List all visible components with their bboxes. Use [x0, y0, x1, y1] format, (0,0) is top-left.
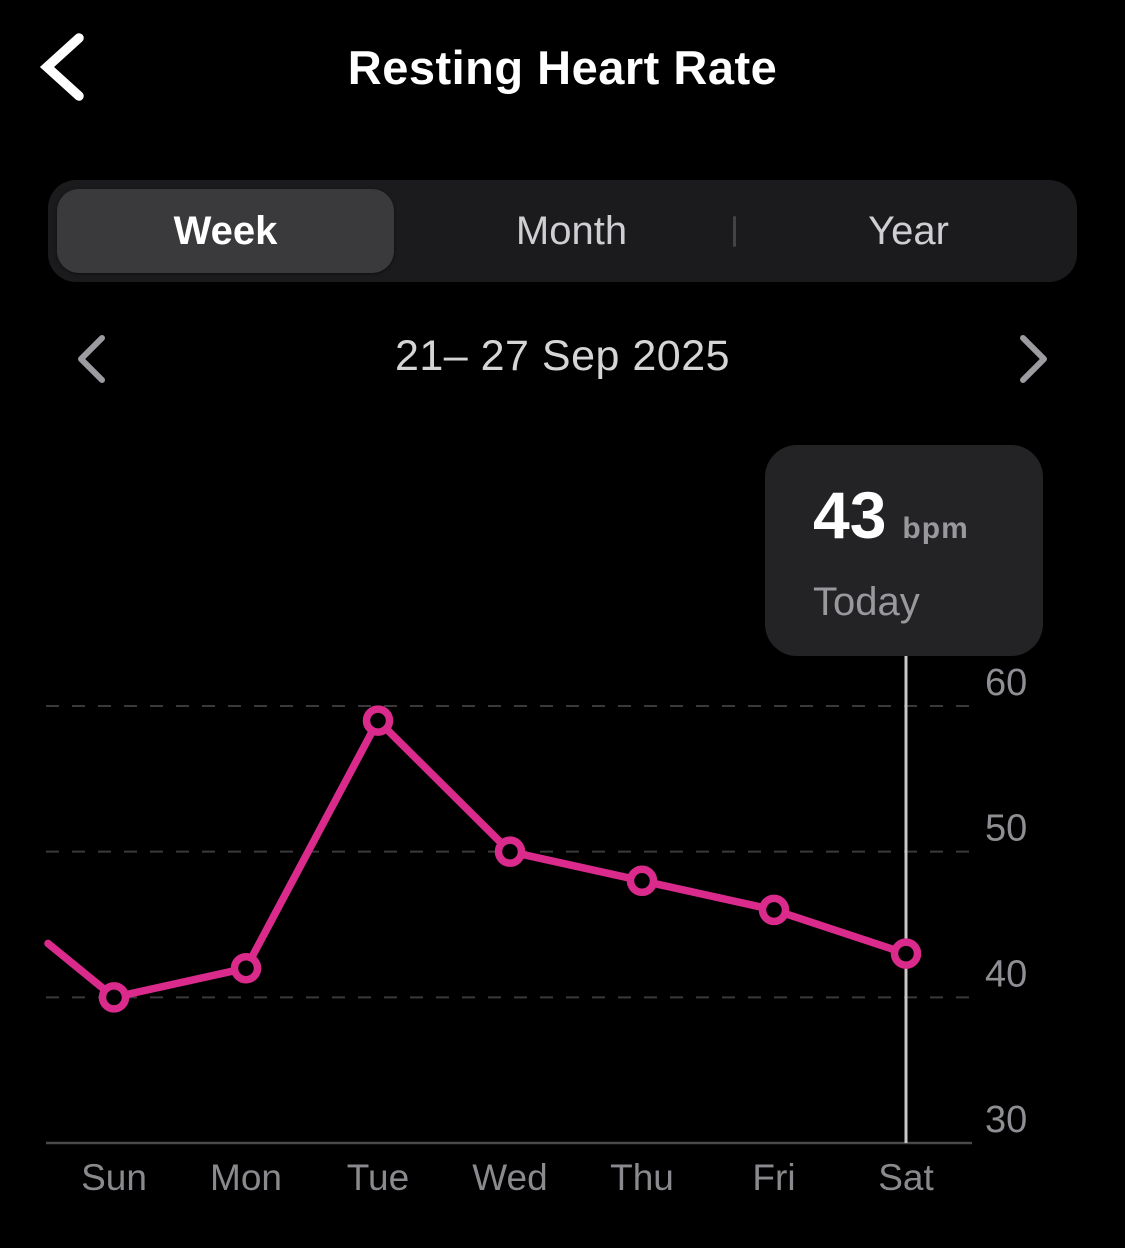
- next-week-button[interactable]: [990, 320, 1080, 400]
- y-tick-label: 50: [985, 808, 1027, 850]
- tab-year[interactable]: Year: [740, 189, 1077, 273]
- tooltip-day-label: Today: [813, 580, 920, 625]
- data-point-marker-sun[interactable]: [98, 982, 130, 1013]
- page-title: Resting Heart Rate: [347, 41, 778, 94]
- date-navigation: 21– 27 Sep 2025: [0, 320, 1125, 400]
- data-point-tooltip: 43 bpm Today: [765, 445, 1043, 656]
- y-tick-label: 40: [985, 953, 1027, 995]
- data-point-marker-mon[interactable]: [230, 952, 262, 984]
- x-day-label-sat: Sat: [878, 1157, 934, 1198]
- back-button[interactable]: [30, 22, 100, 112]
- data-point-marker-tue[interactable]: [362, 705, 394, 736]
- data-point-marker-thu[interactable]: [626, 865, 658, 897]
- x-day-label-sun: Sun: [81, 1157, 147, 1198]
- chevron-left-icon: [78, 335, 105, 383]
- tab-week[interactable]: Week: [57, 189, 394, 273]
- x-day-label-mon: Mon: [210, 1157, 282, 1198]
- x-day-label-fri: Fri: [752, 1157, 795, 1198]
- chevron-right-icon: [1020, 335, 1047, 383]
- x-day-label-thu: Thu: [610, 1157, 674, 1198]
- y-tick-label: 60: [985, 662, 1027, 704]
- tooltip-value: 43: [813, 478, 887, 552]
- data-point-marker-wed[interactable]: [494, 836, 526, 867]
- date-range-label: 21– 27 Sep 2025: [394, 332, 731, 380]
- segment-divider: [733, 216, 736, 247]
- x-day-label-tue: Tue: [347, 1157, 409, 1198]
- tooltip-unit: bpm: [902, 512, 969, 545]
- header: Resting Heart Rate: [0, 0, 1125, 120]
- data-point-marker-fri[interactable]: [758, 894, 790, 926]
- data-point-marker-sat[interactable]: [890, 938, 922, 969]
- previous-week-button[interactable]: [45, 320, 135, 400]
- tooltip-value-row: 43 bpm: [813, 478, 1043, 552]
- heart-rate-line: [44, 716, 910, 1002]
- chevron-left-icon: [39, 33, 84, 101]
- period-segmented-control: Week Month Year: [48, 180, 1077, 282]
- y-tick-label: 30: [985, 1099, 1027, 1141]
- tab-month[interactable]: Month: [403, 189, 740, 273]
- x-day-label-wed: Wed: [472, 1157, 547, 1198]
